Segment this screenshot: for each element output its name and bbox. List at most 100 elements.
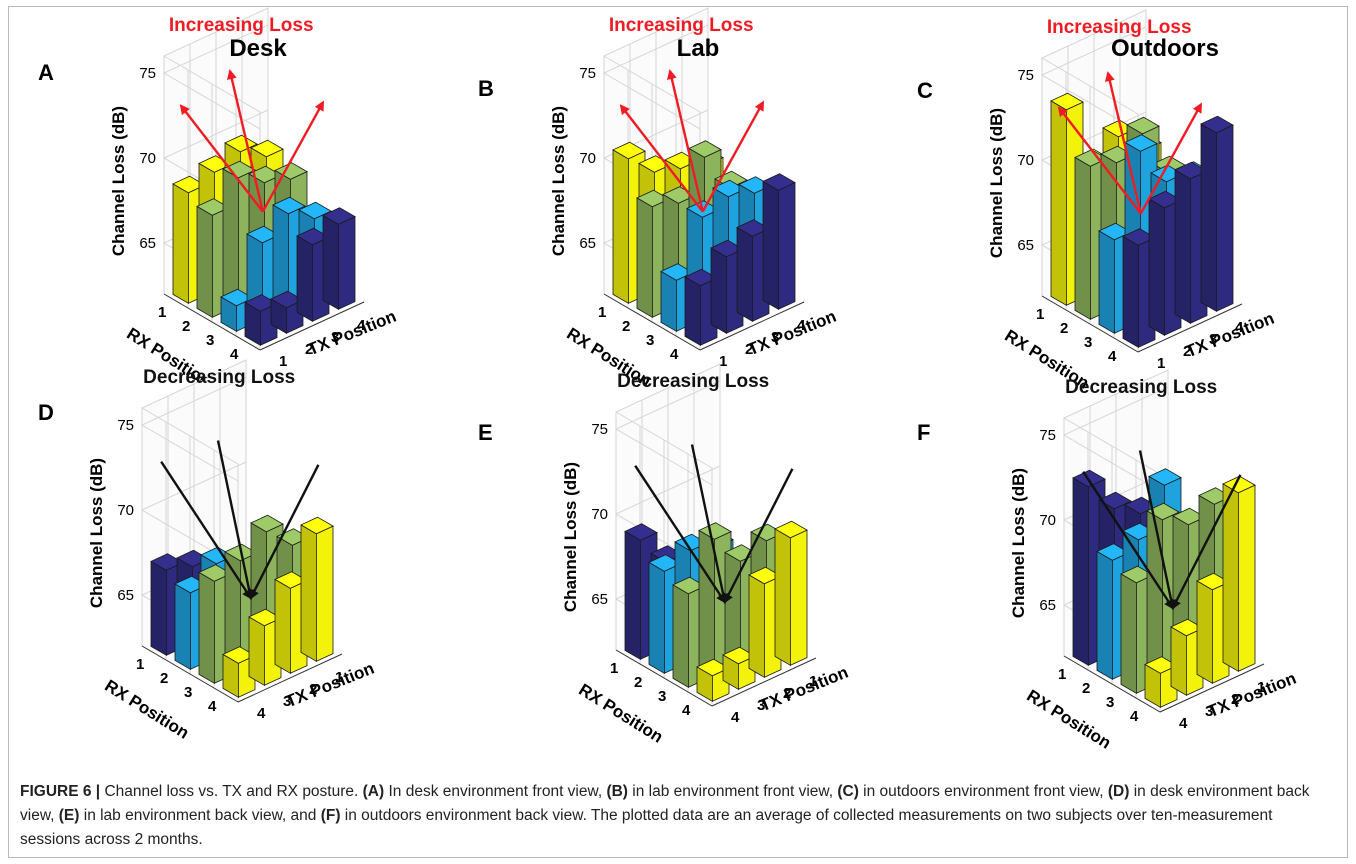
x-tick-label: 4 — [797, 317, 806, 334]
bar-side — [724, 551, 741, 664]
caption-text-b: in lab environment front view, — [627, 783, 838, 800]
z-tick-label: 70 — [117, 502, 134, 519]
caption-text-e: in lab environment back view, and — [79, 807, 321, 824]
bar-side — [1196, 580, 1213, 684]
annotation-label: Increasing Loss — [609, 15, 754, 36]
caption-lead: Channel loss vs. TX and RX posture. — [100, 783, 363, 800]
y-tick-label: 3 — [1106, 694, 1114, 711]
y-axis-line — [141, 645, 239, 703]
z-gridline — [1062, 386, 1169, 492]
bar-top — [1124, 134, 1158, 152]
x-tick-label: 1 — [1257, 679, 1265, 696]
annotation-arrow — [261, 100, 325, 213]
y-tick-label: 1 — [610, 660, 618, 677]
bar-side — [1200, 123, 1217, 312]
bar-side — [660, 270, 677, 332]
bar-side — [274, 578, 291, 674]
bar-top — [612, 141, 646, 160]
annotation-arrow — [1057, 106, 1142, 215]
annotation-arrow — [723, 468, 794, 604]
y-tick-label: 3 — [206, 332, 214, 349]
bar-side — [612, 149, 629, 304]
z-tick-label: 70 — [591, 506, 608, 523]
y-tick-label: 1 — [1036, 306, 1044, 323]
bar-top — [250, 514, 284, 533]
z-gridline — [614, 380, 721, 486]
x-tick-label: 2 — [305, 341, 313, 358]
y-tick-label: 1 — [136, 656, 144, 673]
bar-top — [322, 207, 356, 225]
y-tick-label: 4 — [670, 346, 679, 363]
z-tick-label: 70 — [579, 150, 596, 167]
bar-top — [272, 196, 306, 215]
bar-top — [688, 140, 722, 158]
y-axis-line — [615, 649, 713, 707]
x-tick-label: 1 — [335, 669, 343, 686]
annotation-arrow — [1082, 471, 1174, 610]
z-axis-label: Channel Loss (dB) — [561, 462, 580, 612]
z-axis-label: Channel Loss (dB) — [1009, 468, 1028, 618]
annotation-arrow — [1104, 71, 1142, 214]
x-tick-label: 4 — [257, 705, 266, 722]
y-axis-label: RX Position — [575, 680, 666, 747]
z-axis-label: Channel Loss (dB) — [87, 458, 106, 608]
panel-title: Outdoors — [1111, 35, 1219, 62]
bar-side — [174, 583, 191, 670]
annotation-arrow — [179, 104, 264, 213]
x-tick-label: 3 — [1205, 703, 1213, 720]
annotation-arrow — [666, 69, 704, 212]
z-tick-label: 70 — [139, 150, 156, 167]
bar-front — [1238, 484, 1256, 672]
bar-top — [762, 173, 796, 191]
bar-side — [248, 616, 265, 686]
x-tick-label: 2 — [309, 681, 317, 698]
bar-side — [222, 168, 239, 306]
y-tick-label: 3 — [646, 332, 654, 349]
caption-ref-c: (C) — [837, 783, 859, 800]
x-tick-label: 2 — [1183, 343, 1191, 360]
bar-side — [636, 197, 653, 318]
annotation-arrow — [701, 100, 765, 213]
bar-side — [1074, 156, 1091, 320]
bar-side — [198, 571, 215, 684]
figure-caption: FIGURE 6 | Channel loss vs. TX and RX po… — [20, 780, 1330, 852]
y-tick-label: 1 — [158, 304, 166, 321]
bar-side — [150, 560, 167, 656]
y-tick-label: 4 — [1108, 348, 1117, 365]
y-tick-label: 2 — [1082, 680, 1090, 697]
bar-side — [648, 561, 665, 674]
bar-tx1-rx4 — [774, 520, 808, 666]
z-tick-label: 65 — [139, 235, 156, 252]
x-tick-label: 3 — [331, 329, 339, 346]
bar-top — [1148, 468, 1182, 486]
x-axis-line — [1159, 663, 1265, 713]
y-tick-label: 1 — [598, 304, 606, 321]
z-tick-label: 75 — [139, 65, 156, 82]
bar-side — [1148, 198, 1165, 336]
z-tick-label: 70 — [1039, 512, 1056, 529]
bar-top — [1200, 115, 1234, 134]
z-gridline — [140, 461, 247, 567]
bar-side — [684, 276, 701, 346]
bar-side — [710, 247, 727, 334]
caption-text-f: in outdoors environment back view. The p… — [20, 807, 1273, 848]
bar-side — [698, 529, 715, 676]
bar-side — [672, 584, 689, 688]
bar-top — [1126, 116, 1160, 135]
bar-side — [1072, 477, 1089, 666]
bar-side — [296, 235, 313, 322]
bar-side — [1050, 100, 1067, 306]
z-tick-label: 75 — [591, 421, 608, 438]
y-tick-label: 2 — [1060, 320, 1068, 337]
bar-side — [748, 574, 765, 678]
panel-letter: F — [917, 420, 930, 445]
y-tick-label: 2 — [634, 674, 642, 691]
x-tick-label: 3 — [1209, 331, 1217, 348]
z-tick-label: 65 — [117, 587, 134, 604]
x-tick-label: 1 — [809, 673, 817, 690]
x-tick-label: 2 — [745, 341, 753, 358]
